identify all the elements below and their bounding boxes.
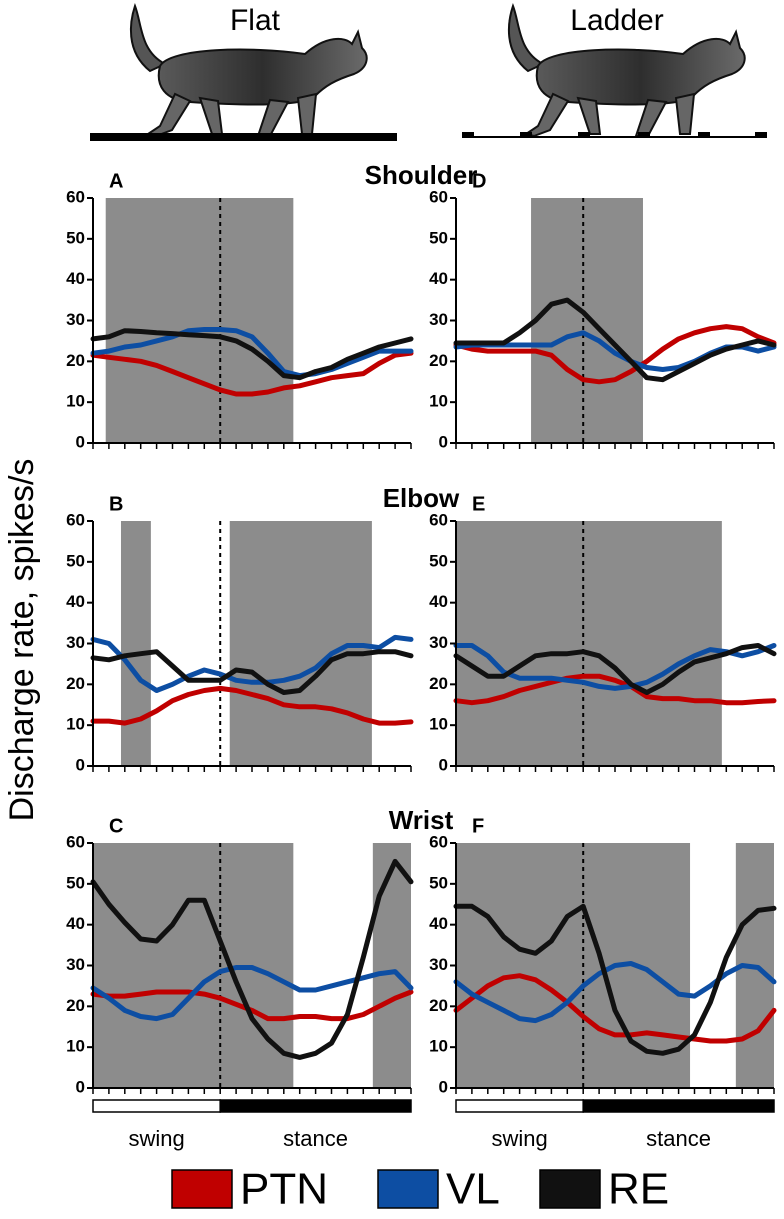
phase-label: stance (283, 1126, 348, 1151)
legend-swatch (539, 1169, 601, 1209)
condition-label: Flat (230, 4, 281, 37)
swing-bar (455, 1099, 584, 1113)
shaded-region (93, 843, 294, 1088)
y-tick-label: 0 (76, 755, 85, 774)
ladder-ground (462, 132, 767, 138)
y-tick-label: 30 (66, 955, 85, 974)
y-tick-label: 50 (429, 228, 448, 247)
panel-letter: A (109, 170, 123, 192)
panel-letter: E (472, 493, 485, 515)
y-tick-label: 50 (429, 873, 448, 892)
panel-letter: D (472, 170, 486, 192)
y-tick-label: 40 (66, 269, 85, 288)
legend-label: PTN (240, 1165, 328, 1214)
series-line (453, 297, 777, 383)
y-tick-label: 10 (429, 1037, 448, 1056)
y-tick-label: 10 (66, 1037, 85, 1056)
legend-label: VL (446, 1165, 500, 1214)
y-tick-label: 20 (66, 351, 85, 370)
phase-label: stance (646, 1126, 711, 1151)
y-tick-label: 0 (439, 1077, 448, 1096)
y-tick-label: 20 (429, 996, 448, 1015)
y-tick-label: 60 (66, 510, 85, 529)
series-line (90, 989, 414, 1022)
y-tick-label: 40 (429, 592, 448, 611)
y-tick-label: 20 (429, 351, 448, 370)
legend-swatch (171, 1169, 233, 1209)
condition-label: Ladder (570, 4, 663, 37)
shaded-region (120, 521, 151, 766)
y-tick-label: 30 (66, 310, 85, 329)
stance-bar (219, 1099, 412, 1113)
row-title: Shoulder (365, 160, 478, 190)
y-tick-label: 50 (66, 873, 85, 892)
series-line (90, 685, 414, 726)
series-line (453, 973, 777, 1044)
y-tick-label: 40 (429, 269, 448, 288)
y-tick-label: 20 (66, 996, 85, 1015)
series-line (90, 350, 414, 397)
y-tick-label: 0 (439, 432, 448, 451)
series-line (90, 328, 414, 381)
series-line (453, 643, 777, 695)
y-tick-label: 10 (66, 715, 85, 734)
shaded-region (456, 521, 722, 766)
y-tick-label: 0 (439, 755, 448, 774)
series-line (90, 634, 414, 693)
panel-letter: B (109, 493, 123, 515)
y-tick-label: 40 (66, 914, 85, 933)
series-line (90, 327, 414, 379)
shaded-region (372, 843, 411, 1088)
y-tick-label: 60 (429, 510, 448, 529)
y-tick-label: 10 (66, 392, 85, 411)
y-axis-label: Discharge rate, spikes/s (3, 459, 41, 822)
swing-bar (92, 1099, 221, 1113)
y-tick-label: 30 (66, 633, 85, 652)
y-tick-label: 50 (66, 551, 85, 570)
flat-ground (90, 133, 397, 141)
y-tick-label: 50 (66, 228, 85, 247)
phase-label: swing (128, 1126, 184, 1151)
shaded-region (531, 198, 643, 443)
y-tick-label: 60 (429, 187, 448, 206)
panel-letter: F (472, 815, 484, 837)
y-tick-label: 30 (429, 955, 448, 974)
legend-label: RE (608, 1165, 669, 1214)
y-tick-label: 60 (429, 832, 448, 851)
shaded-region (105, 198, 294, 443)
series-line (453, 673, 777, 706)
stance-bar (582, 1099, 775, 1113)
y-tick-label: 30 (429, 633, 448, 652)
series-line (90, 649, 414, 695)
series-line (453, 903, 777, 1056)
y-tick-label: 20 (66, 674, 85, 693)
y-tick-label: 50 (429, 551, 448, 570)
y-tick-label: 60 (66, 187, 85, 206)
phase-label: swing (491, 1126, 547, 1151)
series-line (90, 858, 414, 1060)
y-tick-label: 60 (66, 832, 85, 851)
row-title: Wrist (389, 805, 454, 835)
y-tick-label: 40 (66, 592, 85, 611)
series-line (453, 324, 777, 385)
panel-letter: C (109, 815, 123, 837)
legend-swatch (377, 1169, 439, 1209)
y-tick-label: 30 (429, 310, 448, 329)
y-tick-label: 0 (76, 432, 85, 451)
y-tick-label: 20 (429, 674, 448, 693)
y-tick-label: 0 (76, 1077, 85, 1096)
row-title: Elbow (383, 483, 460, 513)
y-tick-label: 10 (429, 392, 448, 411)
shaded-region (456, 843, 691, 1088)
y-tick-label: 10 (429, 715, 448, 734)
y-tick-label: 40 (429, 914, 448, 933)
